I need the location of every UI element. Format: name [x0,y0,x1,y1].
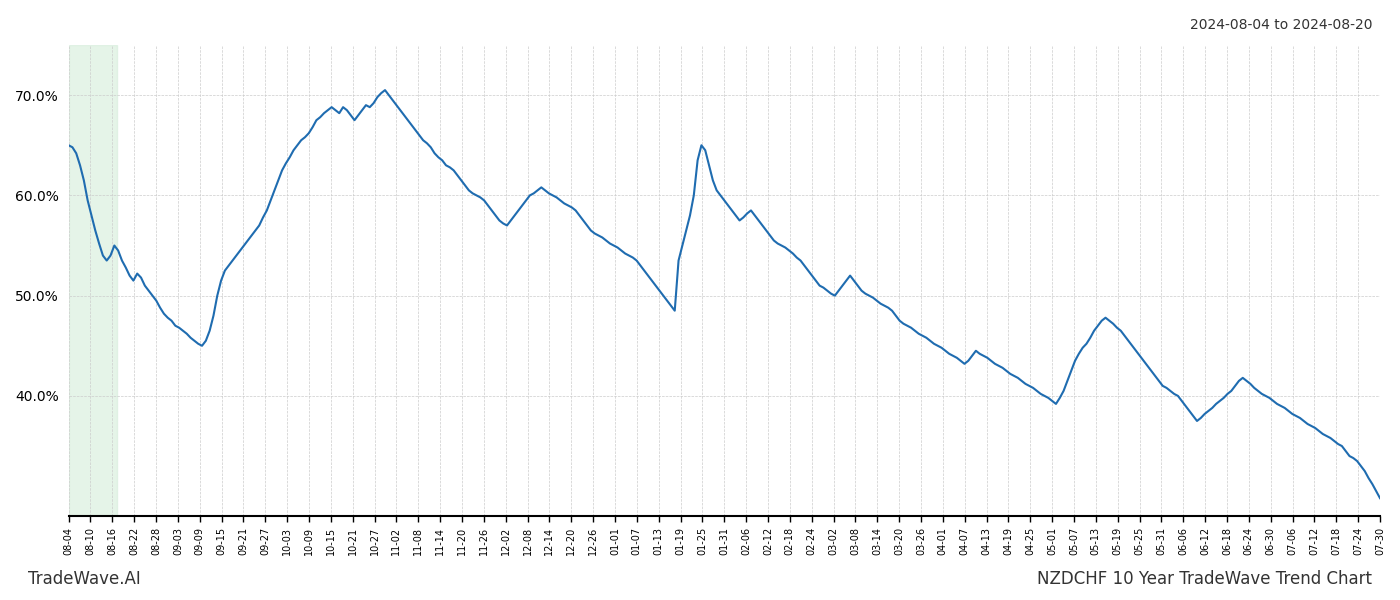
Text: TradeWave.AI: TradeWave.AI [28,570,141,588]
Bar [69,45,116,516]
Text: 2024-08-04 to 2024-08-20: 2024-08-04 to 2024-08-20 [1190,18,1372,32]
Text: NZDCHF 10 Year TradeWave Trend Chart: NZDCHF 10 Year TradeWave Trend Chart [1037,570,1372,588]
